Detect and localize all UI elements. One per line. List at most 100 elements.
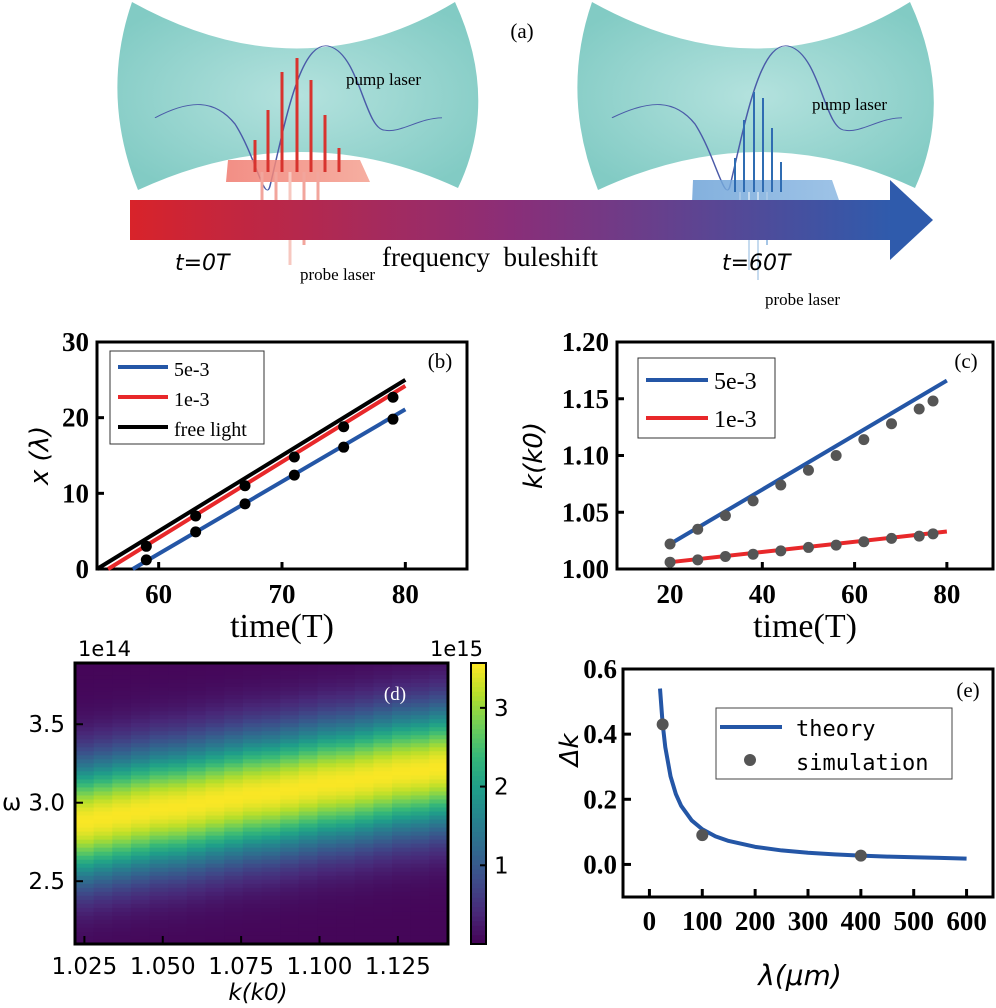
legend-swatch-simulation — [744, 754, 756, 766]
heatmap-cell — [392, 683, 412, 688]
heatmap-cell — [261, 907, 281, 913]
heatmap-cell — [354, 663, 374, 668]
heatmap-cell — [93, 807, 113, 813]
heatmap-cell — [242, 735, 263, 740]
heatmap-cell — [242, 891, 263, 897]
heatmap-cell — [186, 935, 207, 941]
x-tick-label: 80 — [392, 579, 419, 609]
heatmap-cell — [75, 739, 95, 744]
heatmap-cell — [410, 851, 430, 857]
heatmap-cell — [242, 791, 263, 797]
heatmap-cell — [280, 827, 300, 833]
heatmap-cell — [429, 927, 449, 933]
colorbar-segment — [471, 929, 486, 936]
colorbar-segment — [471, 714, 486, 720]
heatmap-cell — [112, 671, 132, 676]
heatmap-cell — [224, 703, 244, 708]
heatmap-cell — [149, 715, 169, 720]
heatmap-cell — [75, 667, 95, 672]
colorbar-segment — [471, 845, 486, 851]
heatmap-cell — [186, 747, 207, 752]
heatmap-cell — [261, 715, 281, 720]
heatmap-cell — [149, 803, 169, 809]
heatmap-cell — [205, 927, 225, 933]
heatmap-cell — [373, 847, 393, 853]
heatmap-cell — [149, 711, 169, 716]
heatmap-cell — [149, 735, 169, 740]
colorbar-segment — [471, 901, 486, 908]
heatmap-cell — [242, 755, 263, 760]
heatmap-cell — [280, 875, 300, 881]
heatmap-cell — [392, 883, 412, 889]
heatmap-cell — [410, 787, 430, 793]
heatmap-cell — [186, 683, 207, 688]
heatmap-cell — [149, 935, 169, 941]
heatmap-cell — [317, 799, 337, 805]
heatmap-cell — [280, 891, 300, 897]
heatmap-cell — [186, 919, 207, 925]
heatmap-cell — [224, 875, 244, 881]
heatmap-cell — [186, 767, 207, 772]
heatmap-cell — [261, 711, 281, 716]
heatmap-cell — [280, 695, 300, 700]
heatmap-cell — [168, 811, 188, 817]
heatmap-cell — [410, 703, 430, 708]
heatmap-cell — [317, 907, 337, 913]
heatmap-cell — [93, 799, 113, 805]
heatmap-cell — [373, 723, 393, 728]
chart-e: 0 100 200 300 400 500 6000.00.20.40.6theorysim… — [555, 654, 995, 992]
heatmap-cell — [392, 731, 412, 736]
heatmap-cell — [130, 807, 151, 813]
heatmap-cell — [317, 895, 337, 901]
heatmap-cell — [317, 815, 337, 821]
heatmap-cell — [392, 791, 412, 797]
heatmap-cell — [75, 799, 95, 805]
heatmap-cell — [75, 803, 95, 809]
heatmap-cell — [373, 875, 393, 881]
heatmap-cell — [410, 675, 430, 680]
colorbar-segment — [471, 906, 486, 912]
colorbar-segment — [471, 840, 486, 847]
heatmap-cell — [149, 679, 169, 684]
heatmap-cell — [317, 839, 337, 845]
heatmap-cell — [354, 915, 374, 921]
heatmap-cell — [280, 727, 300, 732]
heatmap-cell — [186, 883, 207, 889]
heatmap-cell — [317, 719, 337, 724]
heatmap-cell — [186, 939, 207, 945]
heatmap-cell — [373, 719, 393, 724]
heatmap-cell — [93, 879, 113, 885]
heatmap-cell — [280, 707, 300, 712]
heatmap-cell — [224, 827, 244, 833]
heatmap-cell — [205, 843, 225, 849]
heatmap-cell — [242, 779, 263, 785]
heatmap-cell — [93, 891, 113, 897]
heatmap-cell — [93, 803, 113, 809]
heatmap-cell — [429, 751, 449, 756]
heatmap-cell — [410, 815, 430, 821]
heatmap-cell — [205, 875, 225, 881]
heatmap-cell — [410, 671, 430, 676]
heatmap-cell — [317, 859, 337, 865]
heatmap-cell — [242, 759, 263, 764]
heatmap-cell — [112, 795, 132, 801]
panel-label: (b) — [428, 349, 453, 373]
heatmap-cell — [373, 743, 393, 748]
data-point — [692, 554, 704, 566]
heatmap-cell — [75, 663, 95, 668]
legend-label: 1e-3 — [714, 407, 757, 433]
heatmap-cell — [336, 795, 356, 801]
heatmap-cell — [186, 847, 207, 853]
heatmap-cell — [298, 903, 319, 909]
heatmap-cell — [224, 895, 244, 901]
heatmap-cell — [93, 779, 113, 785]
heatmap-cell — [112, 727, 132, 732]
heatmap-cell — [354, 847, 374, 853]
heatmap-cell — [130, 735, 151, 740]
heatmap-cell — [429, 739, 449, 744]
heatmap-cell — [186, 751, 207, 756]
heatmap-cell — [392, 819, 412, 825]
heatmap-cell — [429, 879, 449, 885]
heatmap-cell — [336, 855, 356, 861]
heatmap-cell — [168, 791, 188, 797]
